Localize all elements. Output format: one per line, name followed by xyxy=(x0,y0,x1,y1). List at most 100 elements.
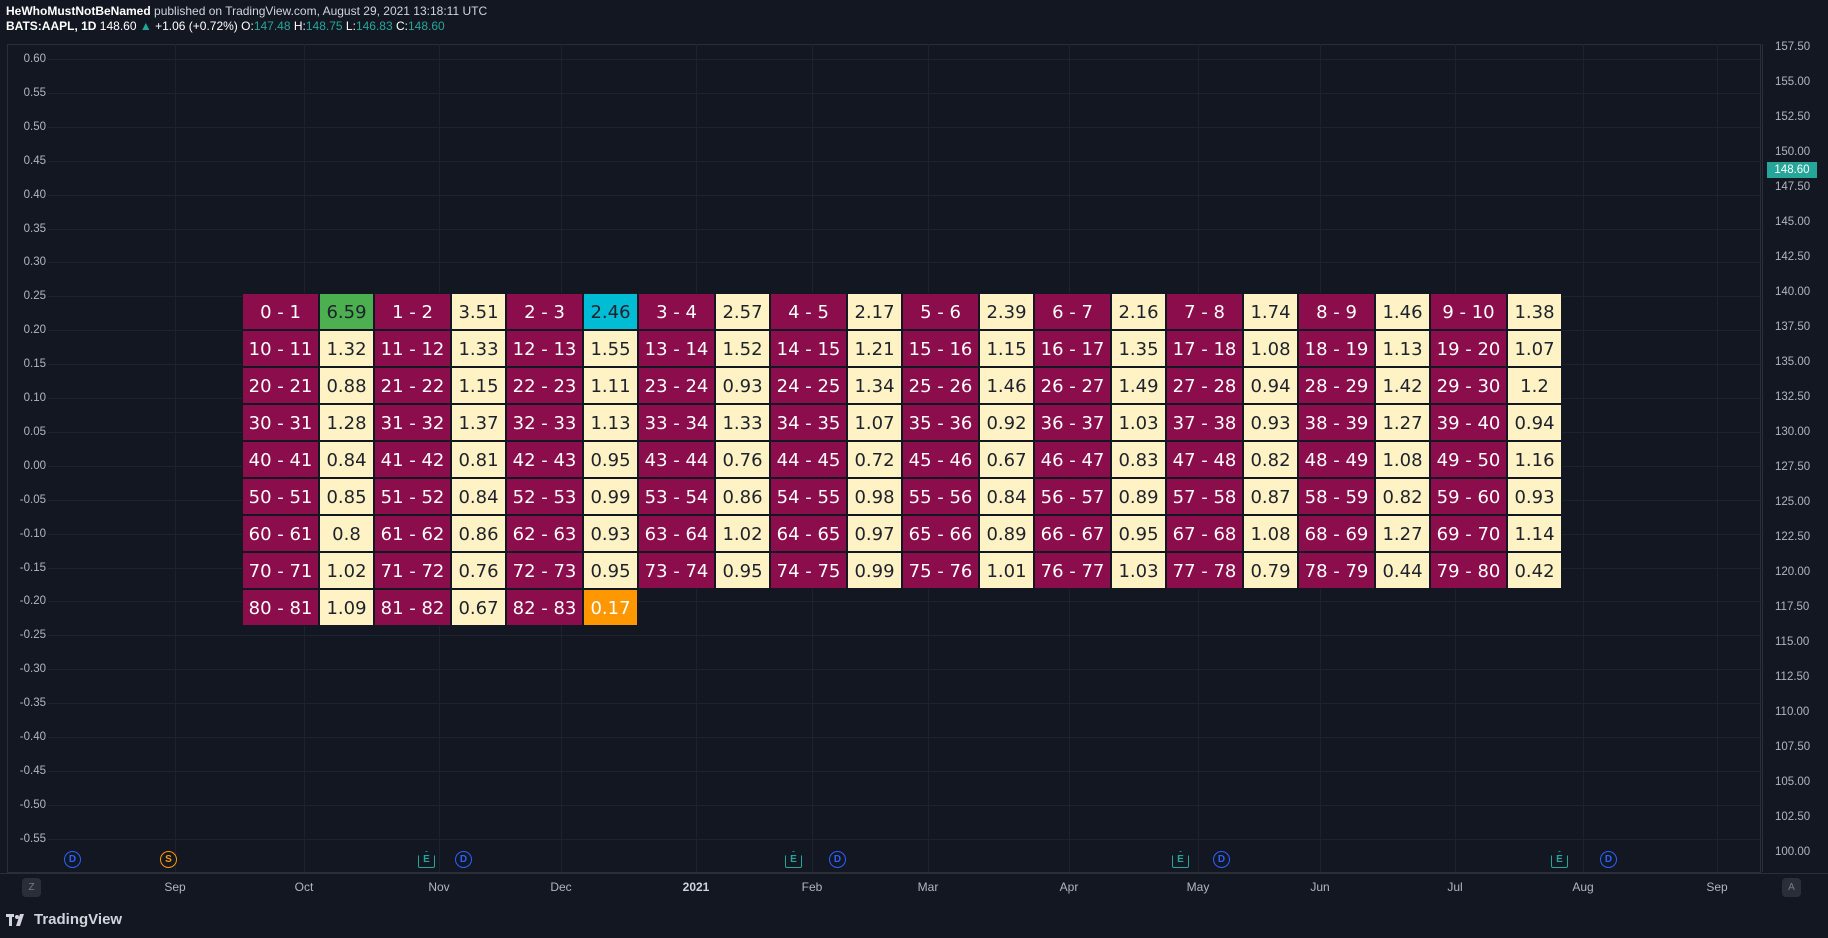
horizontal-gridline xyxy=(48,804,1762,806)
table-value-cell: 1.28 xyxy=(319,404,374,441)
table-value-cell: 0.79 xyxy=(1243,552,1298,589)
table-value-cell: 0.84 xyxy=(979,478,1034,515)
table-value-cell: 2.57 xyxy=(715,293,770,330)
low-value: 146.83 xyxy=(355,19,393,33)
table-range-cell: 62 - 63 xyxy=(506,515,583,552)
high-label: H: xyxy=(293,19,306,33)
table-range-cell: 51 - 52 xyxy=(374,478,451,515)
horizontal-gridline xyxy=(48,601,1762,603)
brand-name: TradingView xyxy=(34,911,123,928)
time-scale[interactable]: Z A Sep Oct Nov Dec 2021 Feb Mar Apr May Jun Jul Au… xyxy=(0,873,1828,901)
table-value-cell: 0.99 xyxy=(847,552,902,589)
table-value-cell: 0.94 xyxy=(1507,404,1562,441)
table-value-cell: 0.85 xyxy=(319,478,374,515)
table-value-cell: 1.15 xyxy=(451,367,506,404)
left-axis-tick: -0.55 xyxy=(19,832,46,845)
earnings-event-icon[interactable]: E xyxy=(418,851,435,868)
statistics-table: 0 - 1 6.59 1 - 2 3.51 2 - 3 2.46 3 - 4 2.57 4 - … xyxy=(242,293,1562,626)
table-range-cell: 1 - 2 xyxy=(374,293,451,330)
earnings-event-icon[interactable]: E xyxy=(1551,851,1568,868)
table-value-cell: 0.44 xyxy=(1375,552,1430,589)
time-axis-tick: 2021 xyxy=(682,880,710,894)
table-value-cell: 1.46 xyxy=(979,367,1034,404)
dividend-event-icon[interactable]: D xyxy=(1213,851,1230,868)
earnings-event-icon[interactable]: E xyxy=(1172,851,1189,868)
dividend-event-icon[interactable]: D xyxy=(455,851,472,868)
vertical-gridline xyxy=(175,44,176,872)
table-range-cell: 58 - 59 xyxy=(1298,478,1375,515)
ohlc-line: BATS:AAPL, 1D 148.60 ▲ +1.06 (+0.72%) O:… xyxy=(6,19,487,34)
table-range-cell: 24 - 25 xyxy=(770,367,847,404)
time-axis-tick: Nov xyxy=(428,880,450,894)
table-range-cell: 38 - 39 xyxy=(1298,404,1375,441)
table-value-cell: 0.84 xyxy=(319,441,374,478)
last-price: 148.60 xyxy=(99,19,137,33)
left-axis-tick: 0.00 xyxy=(23,459,46,472)
table-value-cell: 1.35 xyxy=(1111,330,1166,367)
horizontal-gridline xyxy=(48,770,1762,772)
table-value-cell: 0.86 xyxy=(715,478,770,515)
right-axis-tick: 105.00 xyxy=(1775,776,1811,788)
table-range-cell: 52 - 53 xyxy=(506,478,583,515)
time-axis-tick: Jul xyxy=(1447,880,1463,894)
left-axis-tick: 0.10 xyxy=(23,392,46,404)
left-axis-tick: -0.05 xyxy=(19,493,46,506)
table-range-cell: 31 - 32 xyxy=(374,404,451,441)
tradingview-logo[interactable]: TradingView xyxy=(6,911,122,928)
table-range-cell: 56 - 57 xyxy=(1034,478,1111,515)
table-range-cell: 67 - 68 xyxy=(1166,515,1243,552)
table-range-cell: 30 - 31 xyxy=(242,404,319,441)
table-range-cell: 74 - 75 xyxy=(770,552,847,589)
left-axis-tick: 0.15 xyxy=(23,358,46,371)
table-range-cell: 46 - 47 xyxy=(1034,441,1111,478)
table-value-cell: 0.72 xyxy=(847,441,902,478)
auto-scale-right-button[interactable]: A xyxy=(1782,878,1801,897)
left-axis-tick: 0.30 xyxy=(23,256,46,269)
dividend-event-icon[interactable]: D xyxy=(64,851,81,868)
table-value-cell: 1.33 xyxy=(715,404,770,441)
left-axis-tick: -0.30 xyxy=(19,663,46,676)
open-value: 147.48 xyxy=(253,19,291,33)
table-range-cell: 49 - 50 xyxy=(1430,441,1507,478)
left-axis-tick: -0.15 xyxy=(19,561,46,574)
table-value-cell: 0.93 xyxy=(1507,478,1562,515)
table-range-cell: 64 - 65 xyxy=(770,515,847,552)
right-axis-tick: 115.00 xyxy=(1775,636,1810,648)
table-range-cell: 72 - 73 xyxy=(506,552,583,589)
left-price-scale[interactable]: 0.60 0.55 0.50 0.45 0.40 0.35 0.30 0.25 0.20 0.15… xyxy=(0,44,48,872)
table-value-cell: 0.93 xyxy=(583,515,638,552)
table-value-cell: 1.27 xyxy=(1375,515,1430,552)
right-axis-tick: 102.50 xyxy=(1775,811,1811,823)
horizontal-gridline xyxy=(48,126,1762,128)
table-range-cell: 26 - 27 xyxy=(1034,367,1111,404)
author-name[interactable]: HeWhoMustNotBeNamed xyxy=(6,4,151,18)
dividend-event-icon[interactable]: D xyxy=(829,851,846,868)
right-price-scale[interactable]: 157.50 155.00 152.50 150.00 147.50 145.00 142.… xyxy=(1762,41,1828,872)
horizontal-gridline xyxy=(48,160,1762,162)
symbol-label[interactable]: BATS:AAPL, 1D xyxy=(6,19,97,33)
table-value-cell: 0.95 xyxy=(715,552,770,589)
table-range-cell: 37 - 38 xyxy=(1166,404,1243,441)
right-axis-tick: 145.00 xyxy=(1775,216,1811,228)
table-range-cell: 11 - 12 xyxy=(374,330,451,367)
table-range-cell: 50 - 51 xyxy=(242,478,319,515)
table-range-cell: 32 - 33 xyxy=(506,404,583,441)
time-axis-tick: Jun xyxy=(1310,880,1330,894)
earnings-event-icon[interactable]: E xyxy=(785,851,802,868)
split-event-icon[interactable]: S xyxy=(160,851,177,868)
auto-scale-left-button[interactable]: Z xyxy=(22,878,41,897)
left-axis-tick: 0.60 xyxy=(23,53,46,65)
time-axis-tick: Sep xyxy=(164,880,186,894)
table-value-cell: 1.08 xyxy=(1243,515,1298,552)
table-value-cell: 0.97 xyxy=(847,515,902,552)
table-range-cell: 68 - 69 xyxy=(1298,515,1375,552)
table-range-cell: 6 - 7 xyxy=(1034,293,1111,330)
table-range-cell: 35 - 36 xyxy=(902,404,979,441)
right-axis-tick: 155.00 xyxy=(1775,76,1811,88)
left-axis-tick: 0.50 xyxy=(23,120,46,133)
right-axis-tick: 140.00 xyxy=(1775,286,1811,298)
table-range-cell: 5 - 6 xyxy=(902,293,979,330)
dividend-event-icon[interactable]: D xyxy=(1600,851,1617,868)
table-value-cell: 2.39 xyxy=(979,293,1034,330)
table-value-cell: 1.27 xyxy=(1375,404,1430,441)
